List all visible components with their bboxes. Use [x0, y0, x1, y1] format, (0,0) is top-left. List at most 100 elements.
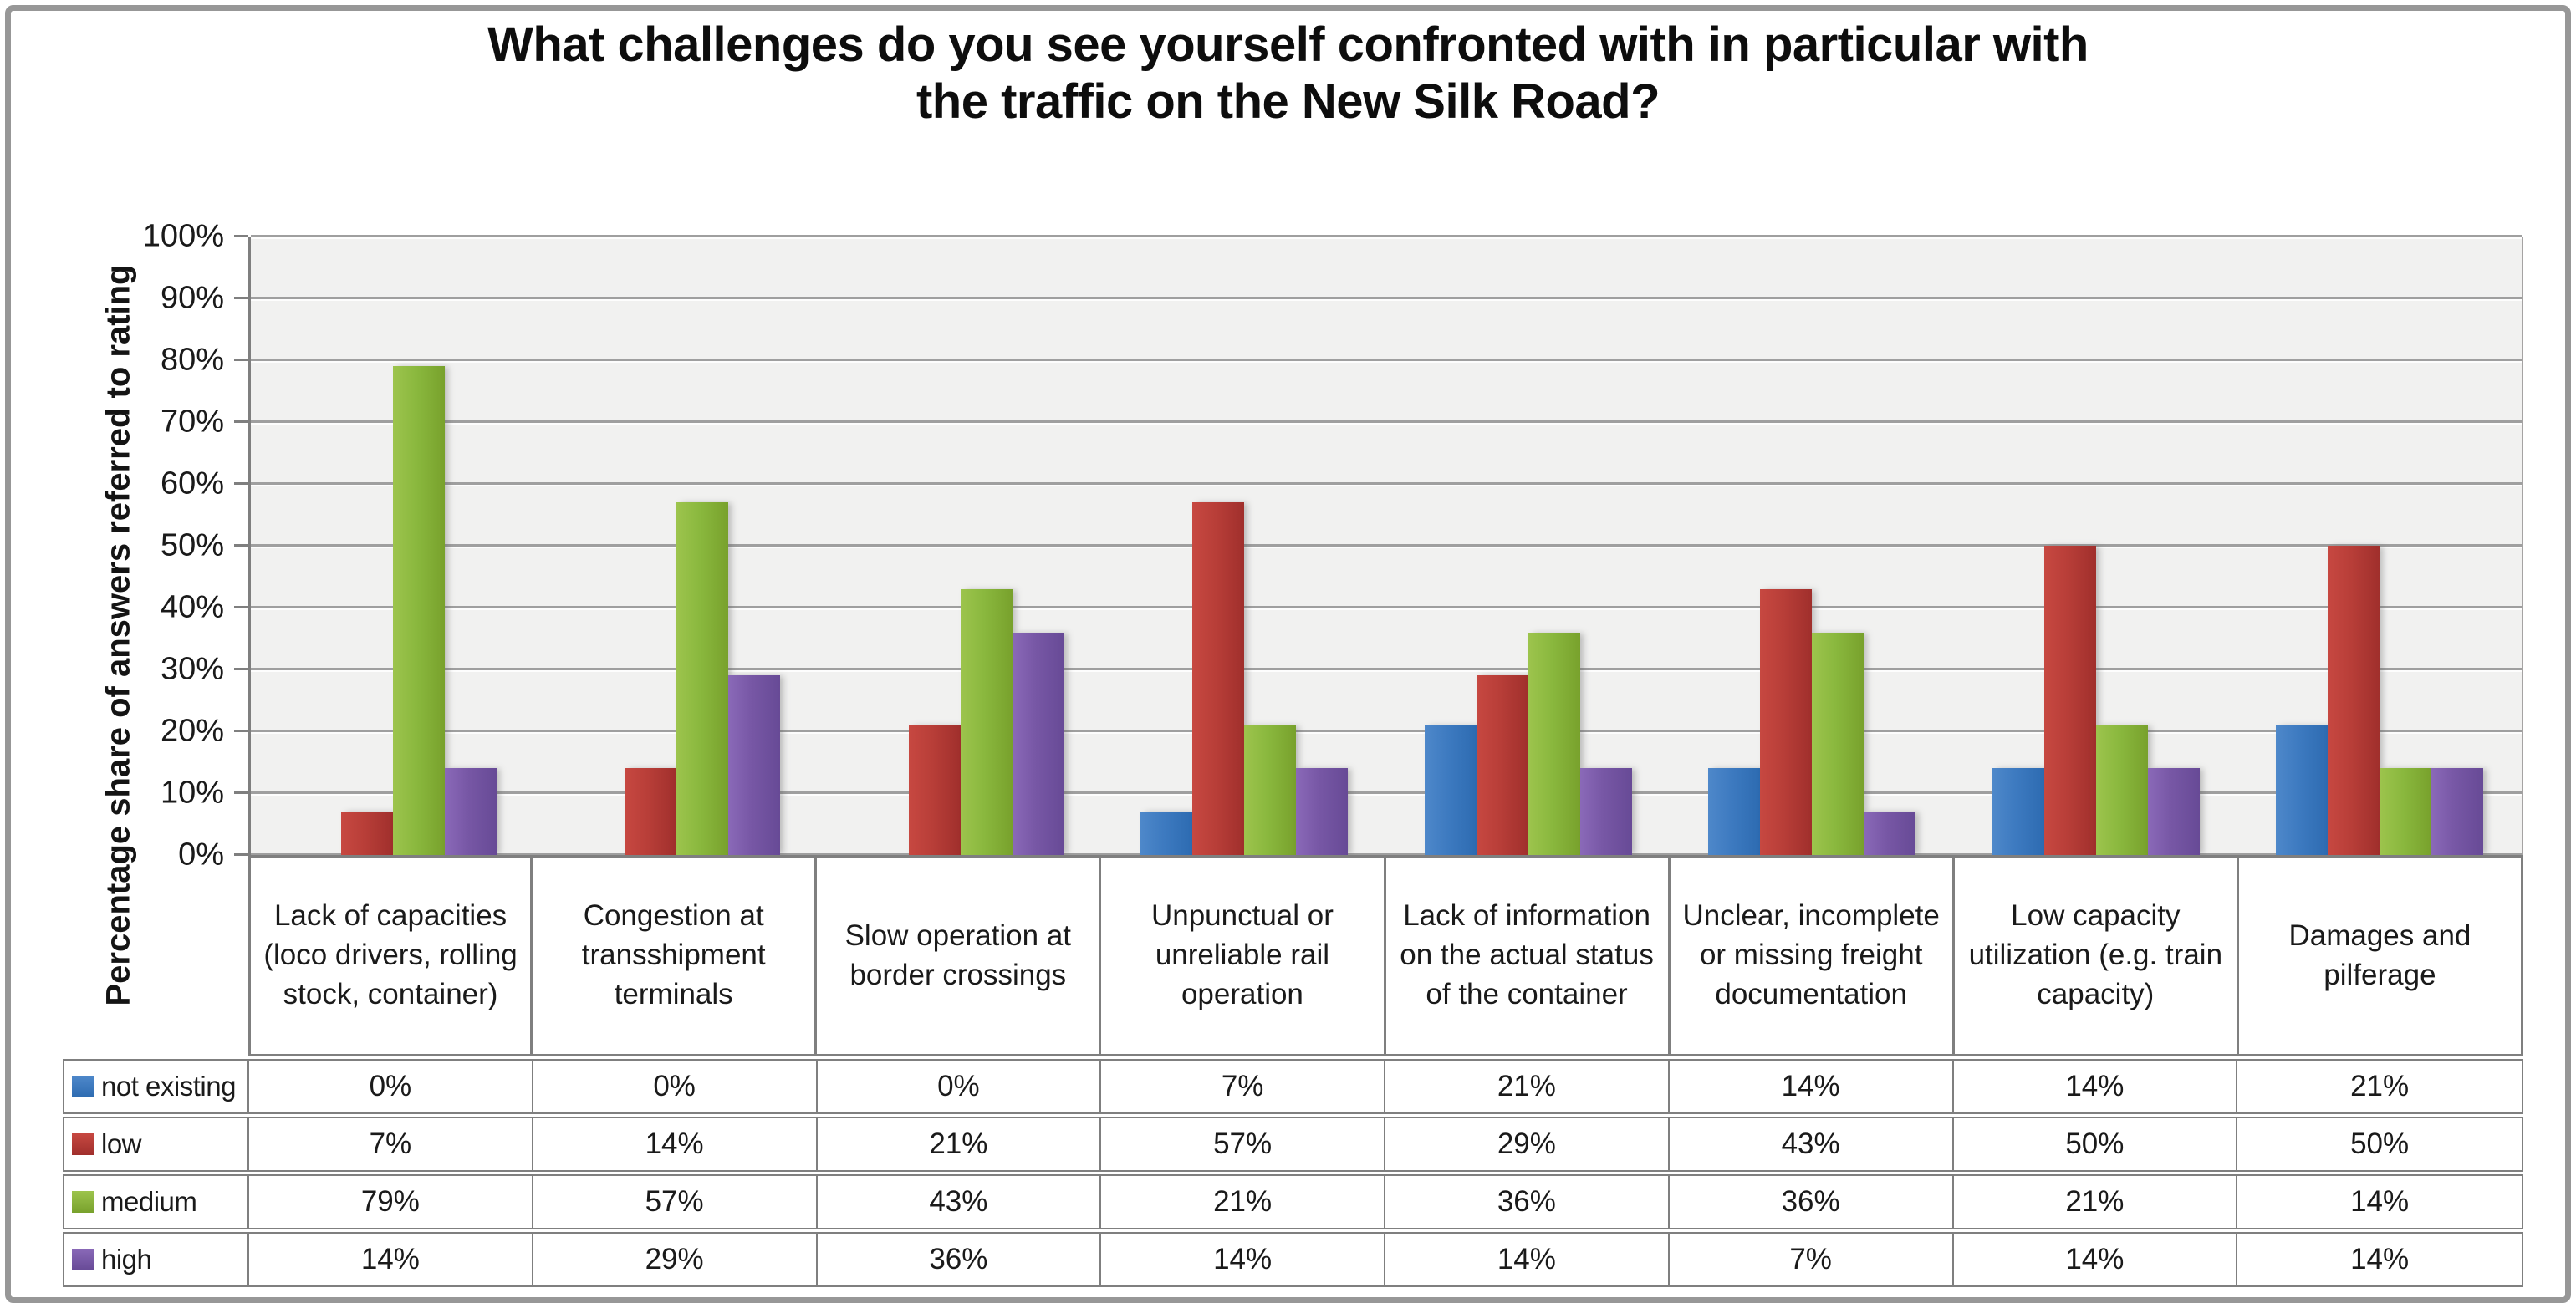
gridline	[234, 668, 2522, 670]
bar-high	[1012, 632, 1064, 855]
bar-medium	[1812, 632, 1864, 855]
y-tick-label: 40%	[160, 589, 224, 625]
bar-low	[2328, 546, 2380, 855]
legend-cell: low	[64, 1118, 249, 1170]
value-cell: 7%	[1101, 1061, 1385, 1112]
legend-label: medium	[101, 1186, 197, 1217]
bar-not-existing	[1140, 812, 1193, 855]
value-cell: 0%	[249, 1061, 533, 1112]
bar-group	[1386, 237, 1671, 855]
bar-medium	[2380, 768, 2432, 855]
bar-high	[444, 768, 497, 855]
value-cell: 14%	[1954, 1061, 2238, 1112]
legend-swatch-high	[72, 1249, 94, 1270]
value-cell: 0%	[533, 1061, 818, 1112]
legend-label: low	[101, 1128, 142, 1159]
category-label: Lack of capacities (loco drivers, rollin…	[248, 858, 533, 1056]
chart-title: What challenges do you see yourself conf…	[285, 17, 2292, 131]
y-axis-ticks: 0% 10% 20% 30% 40% 50% 60% 70% 80% 90% 100%	[0, 219, 224, 873]
value-cell: 14%	[2350, 1243, 2410, 1275]
bar-group	[1954, 237, 2238, 855]
legend-label: not existing	[101, 1071, 236, 1102]
gridline	[234, 791, 2522, 794]
y-tick-label: 90%	[160, 280, 224, 316]
bar-low	[340, 812, 393, 855]
bar-group	[2238, 237, 2522, 855]
bar-low	[1192, 502, 1245, 855]
gridline	[234, 420, 2522, 423]
bar-low	[625, 768, 677, 855]
bar-group	[1671, 237, 1955, 855]
bar-high	[2147, 768, 2200, 855]
y-tick-label: 30%	[160, 651, 224, 687]
bar-medium	[676, 502, 729, 855]
value-cell: 14%	[2350, 1185, 2410, 1218]
value-cell: 21%	[1385, 1061, 1670, 1112]
value-cell: 14%	[1385, 1234, 1670, 1285]
bar-high	[728, 675, 781, 855]
bar-low	[1760, 588, 1813, 855]
value-cell: 14%	[1670, 1061, 1954, 1112]
bar-high	[1296, 768, 1349, 855]
value-cell: 21%	[2350, 1070, 2410, 1102]
value-cell: 29%	[533, 1234, 818, 1285]
bar-low	[908, 725, 961, 855]
bar-high	[1864, 812, 1916, 855]
value-cell: 29%	[1385, 1118, 1670, 1170]
category-label: Low capacity utilization (e.g. train cap…	[1954, 858, 2239, 1056]
value-cell: 14%	[1954, 1234, 2238, 1285]
bars-layer	[251, 237, 2522, 855]
gridline	[234, 235, 2522, 237]
value-cell: 21%	[818, 1118, 1102, 1170]
legend-swatch-medium	[72, 1191, 94, 1213]
chart-title-line1: What challenges do you see yourself conf…	[487, 18, 2089, 72]
gridline	[234, 730, 2522, 732]
category-label: Unpunctual or unreliable rail operation	[1101, 858, 1386, 1056]
value-cell: 21%	[1101, 1176, 1385, 1228]
bar-high	[1579, 768, 1632, 855]
table-row: low 7% 14% 21% 57% 29% 43% 50% 50%	[63, 1117, 2523, 1172]
y-tick-label: 80%	[160, 342, 224, 378]
y-tick-label: 10%	[160, 775, 224, 811]
value-cell: 7%	[249, 1118, 533, 1170]
legend-swatch-not-existing	[72, 1076, 94, 1097]
bar-medium	[1244, 725, 1297, 855]
value-cell: 0%	[818, 1061, 1102, 1112]
bar-medium	[392, 366, 445, 855]
value-cell: 14%	[533, 1118, 818, 1170]
table-row: high 14% 29% 36% 14% 14% 7% 14% 14%	[63, 1232, 2523, 1287]
bar-medium	[1528, 632, 1580, 855]
gridlines	[234, 235, 2522, 856]
y-tick-label: 100%	[142, 218, 224, 254]
category-label: Lack of information on the actual status…	[1385, 858, 1671, 1056]
y-tick-label: 70%	[160, 404, 224, 440]
category-label: Congestion at transshipment terminals	[533, 858, 818, 1056]
value-cell: 7%	[1670, 1234, 1954, 1285]
bar-medium	[960, 588, 1013, 855]
value-cell: 57%	[1101, 1118, 1385, 1170]
value-cell: 79%	[249, 1176, 533, 1228]
gridline	[234, 853, 2522, 856]
bar-low	[2043, 546, 2096, 855]
category-label: Damages and pilferage	[2238, 858, 2523, 1056]
gridline	[234, 482, 2522, 485]
value-cell: 36%	[1385, 1176, 1670, 1228]
bar-not-existing	[1708, 768, 1761, 855]
category-label: Slow operation at border crossings	[817, 858, 1102, 1056]
value-cell: 21%	[1954, 1176, 2238, 1228]
value-cell: 43%	[1670, 1118, 1954, 1170]
value-cell: 50%	[1954, 1118, 2238, 1170]
gridline	[234, 606, 2522, 608]
bar-low	[1476, 675, 1528, 855]
category-row: Lack of capacities (loco drivers, rollin…	[248, 855, 2523, 1056]
plot-area	[234, 235, 2523, 856]
bar-not-existing	[2276, 725, 2329, 855]
bar-group	[819, 237, 1103, 855]
value-cell: 57%	[533, 1176, 818, 1228]
y-tick-label: 0%	[178, 837, 224, 873]
value-cell: 14%	[249, 1234, 533, 1285]
legend-cell: medium	[64, 1176, 249, 1228]
value-cell: 43%	[818, 1176, 1102, 1228]
value-cell: 36%	[818, 1234, 1102, 1285]
value-cell: 36%	[1670, 1176, 1954, 1228]
